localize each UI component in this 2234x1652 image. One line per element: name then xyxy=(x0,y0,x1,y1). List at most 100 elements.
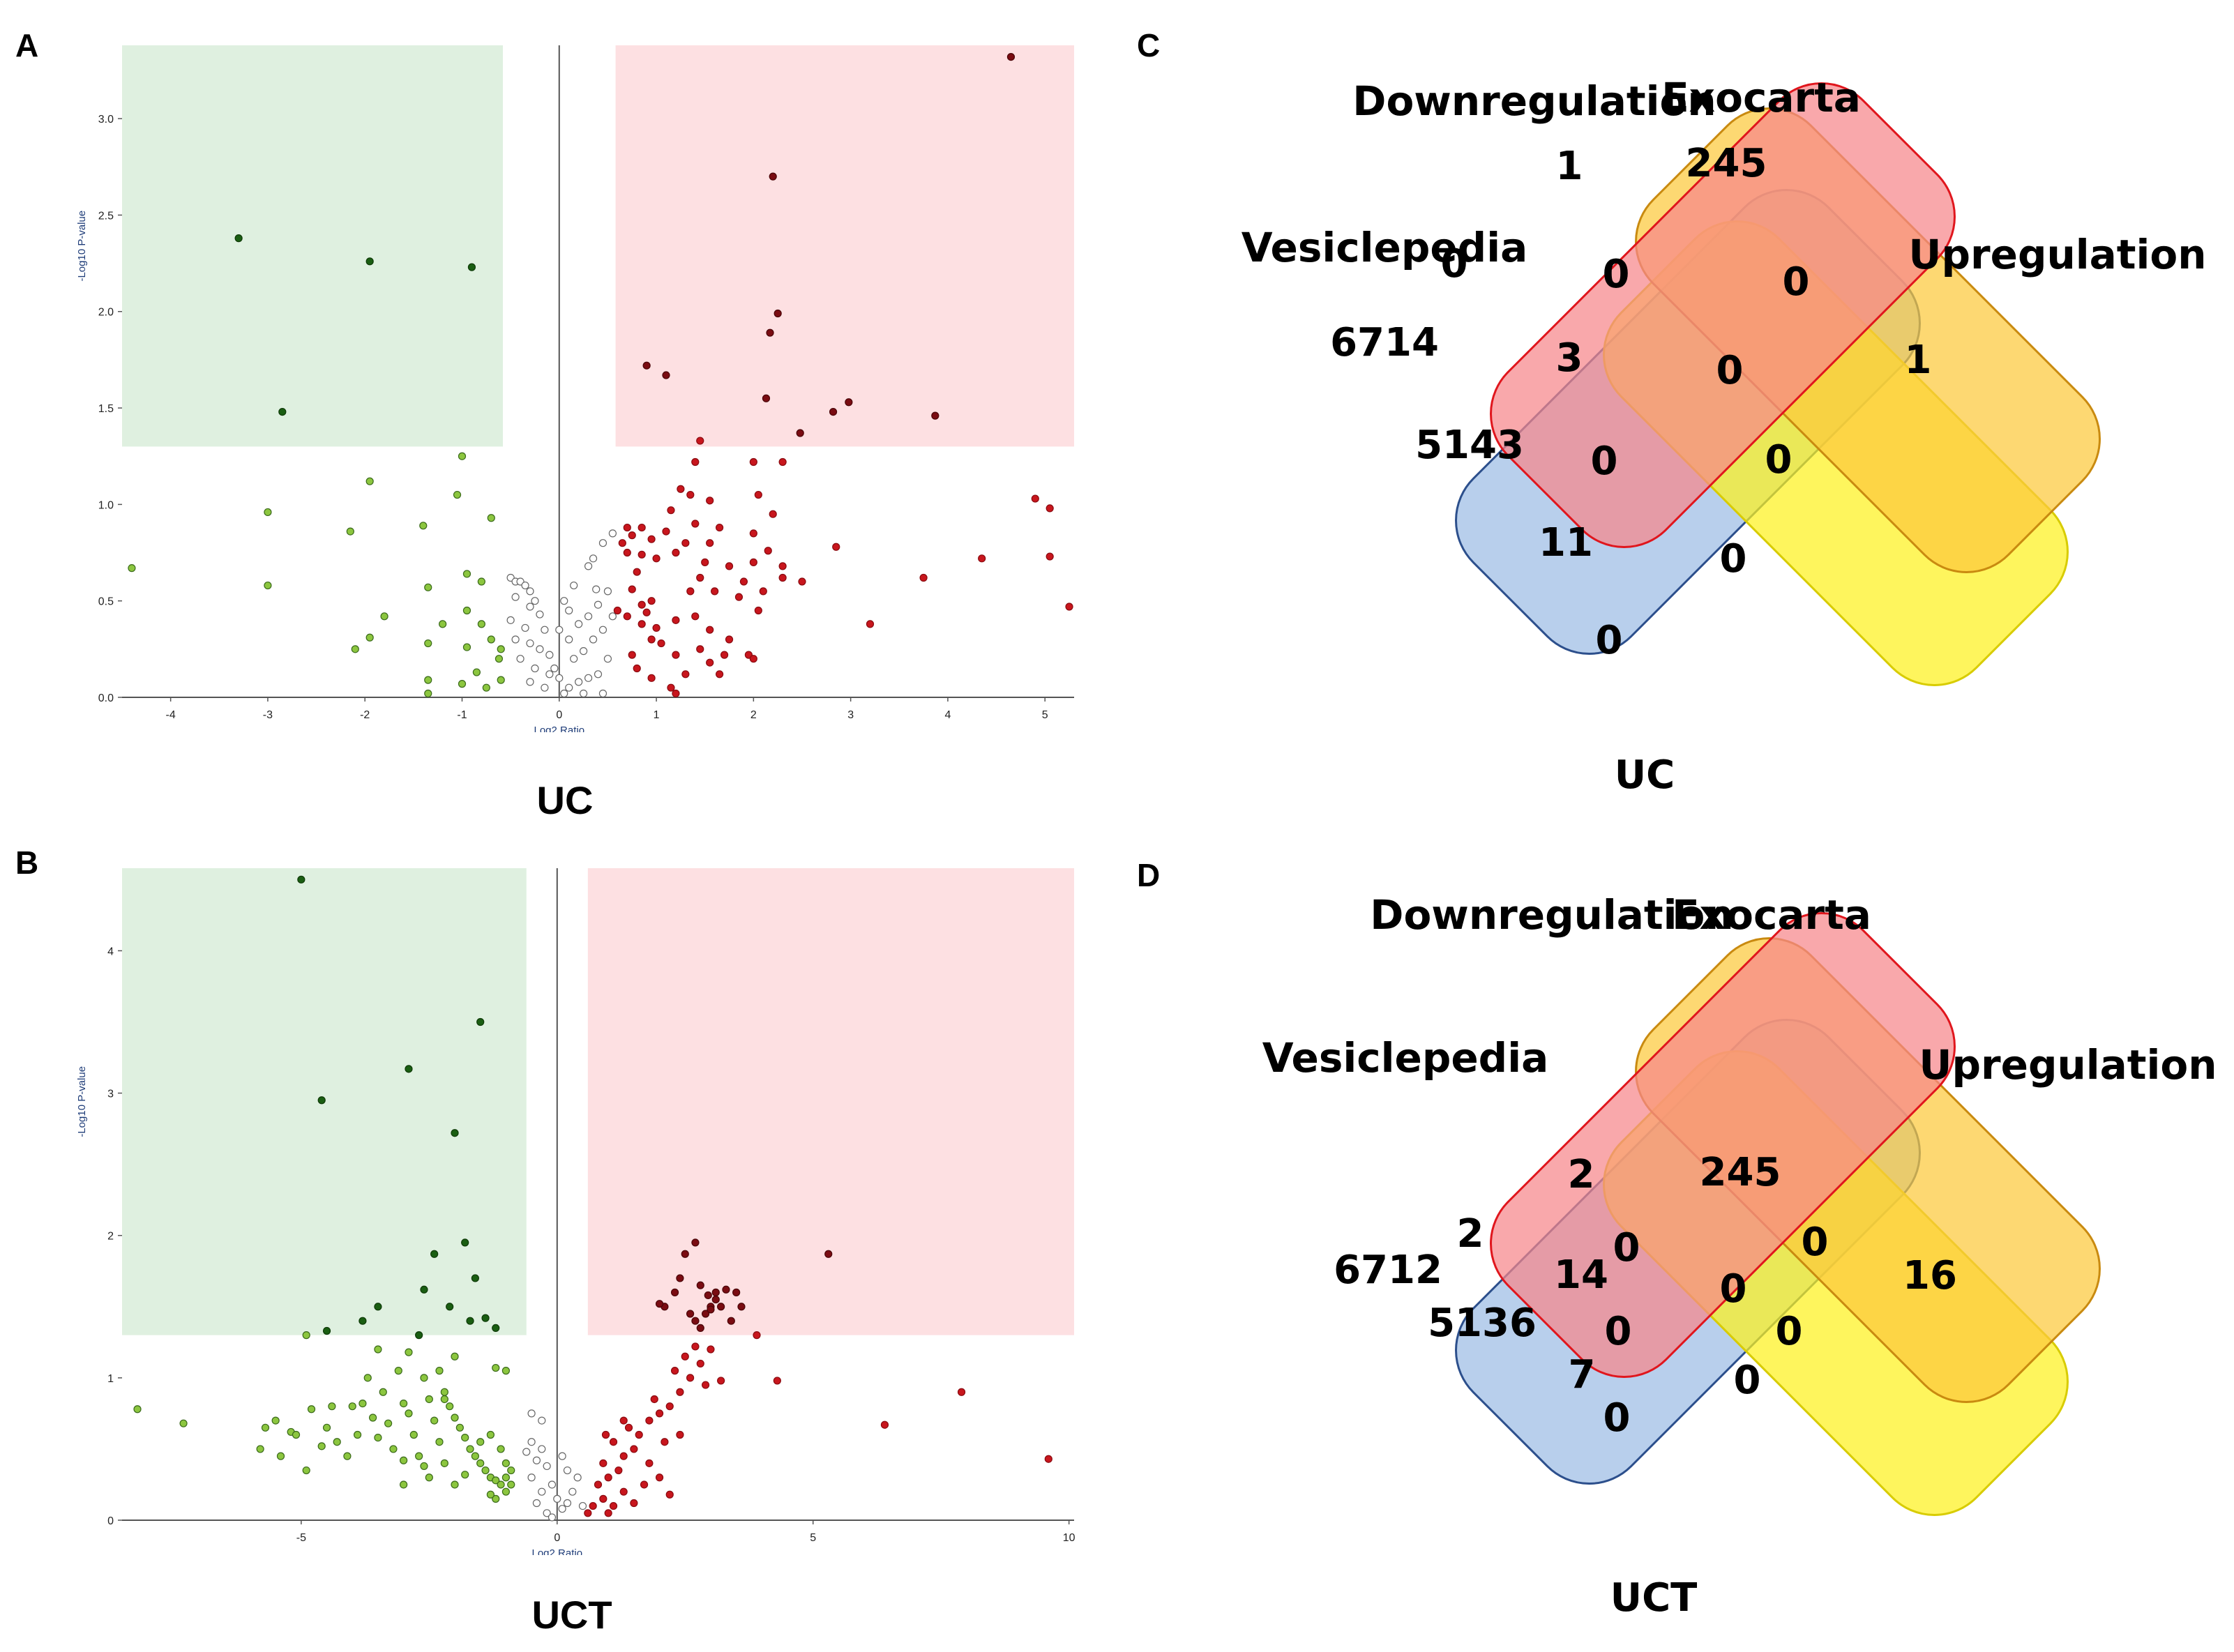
up-point xyxy=(647,674,656,682)
y-tick-label: 2.0 xyxy=(98,307,114,319)
neutral-point xyxy=(526,639,534,648)
neutral-point xyxy=(538,1487,546,1496)
significant-up-point xyxy=(691,1238,700,1247)
neutral-point xyxy=(511,635,520,644)
down-point xyxy=(486,1430,495,1439)
down-point xyxy=(365,633,374,642)
down-point xyxy=(425,1395,433,1404)
volcano-plot-uc: -4 -3 -2 -1 0 1 2 3 4 5 0.0 0.5 1.0 1.5 2.0 2.5 3.0 Log2 … xyxy=(76,45,1074,732)
down-point xyxy=(455,1423,464,1432)
up-point xyxy=(711,587,719,596)
down-point xyxy=(462,606,471,615)
up-point xyxy=(696,645,704,653)
y-tick-label: 0.0 xyxy=(98,692,114,704)
neutral-point xyxy=(545,670,554,679)
up-point xyxy=(672,548,680,557)
significant-up-point xyxy=(655,1300,664,1308)
down-point xyxy=(133,1405,142,1414)
down-point xyxy=(501,1367,511,1375)
neutral-point xyxy=(527,1473,536,1482)
significant-up-point xyxy=(676,1274,684,1282)
significant-up-point xyxy=(686,1310,695,1318)
significant-down-point xyxy=(476,1017,485,1026)
neutral-point xyxy=(589,635,598,644)
neutral-point xyxy=(563,1466,572,1475)
down-point xyxy=(451,1480,459,1489)
significant-up-point xyxy=(796,429,804,437)
down-point xyxy=(477,577,485,586)
x-tick-label: 2 xyxy=(750,709,757,721)
up-point xyxy=(957,1388,966,1396)
set-label-exocarta: Exocarta xyxy=(1661,74,1861,121)
neutral-point xyxy=(526,603,534,611)
up-point xyxy=(667,506,675,515)
up-point xyxy=(681,1352,689,1361)
up-point xyxy=(691,1342,700,1351)
down-point xyxy=(458,680,467,688)
down-point xyxy=(409,1430,418,1439)
up-point xyxy=(665,1402,674,1411)
significant-up-point xyxy=(662,371,670,379)
down-point xyxy=(351,645,359,653)
down-point xyxy=(430,1416,439,1425)
up-point xyxy=(647,535,656,543)
up-point xyxy=(676,1388,684,1396)
down-point xyxy=(302,1331,310,1340)
count-vde: 14 xyxy=(1554,1252,1608,1298)
up-point xyxy=(640,1480,649,1489)
significant-up-point xyxy=(696,1281,704,1289)
down-point xyxy=(420,1374,428,1382)
y-tick-label: 1 xyxy=(107,1373,114,1385)
up-point xyxy=(630,1499,638,1508)
down-point xyxy=(487,514,495,522)
count-vde: 3 xyxy=(1556,335,1583,381)
down-point xyxy=(424,639,432,648)
neutral-point xyxy=(511,593,520,601)
significant-down-point xyxy=(420,1285,428,1294)
up-point xyxy=(720,651,729,659)
neutral-point xyxy=(558,1452,566,1460)
up-point xyxy=(717,1377,725,1385)
up-point xyxy=(739,577,748,586)
x-tick-label: 0 xyxy=(556,709,562,721)
up-point xyxy=(701,558,709,566)
up-point xyxy=(866,620,875,628)
down-point xyxy=(497,1445,505,1453)
up-point xyxy=(672,689,680,698)
significant-up-point xyxy=(696,1324,704,1332)
significant-down-point xyxy=(322,1326,331,1335)
down-point xyxy=(302,1466,310,1475)
down-point xyxy=(389,1445,398,1453)
up-point xyxy=(778,562,787,570)
significant-down-point xyxy=(359,1317,367,1325)
up-point xyxy=(633,568,641,576)
up-point xyxy=(798,577,806,586)
down-point xyxy=(276,1452,285,1460)
neutral-point xyxy=(522,1448,531,1456)
up-point xyxy=(609,1501,618,1510)
down-point xyxy=(346,527,354,536)
significant-up-point xyxy=(722,1285,730,1294)
up-point xyxy=(637,550,646,559)
up-point xyxy=(667,683,675,692)
neutral-point xyxy=(506,616,515,624)
down-point xyxy=(466,1445,474,1453)
up-point xyxy=(749,558,757,566)
count-v_only: 6712 xyxy=(1334,1248,1442,1293)
count-v_only: 6714 xyxy=(1330,320,1439,365)
up-point xyxy=(832,543,840,551)
venn-caption: UC xyxy=(1615,752,1675,798)
neutral-point xyxy=(584,674,593,682)
neutral-point xyxy=(560,597,568,605)
up-point xyxy=(618,539,626,547)
down-point xyxy=(501,1473,511,1482)
down-point xyxy=(507,1466,515,1475)
significant-up-point xyxy=(773,309,782,318)
down-point xyxy=(492,1494,500,1503)
significant-down-point xyxy=(446,1303,454,1311)
up-point xyxy=(645,1459,654,1467)
up-point xyxy=(686,1374,695,1382)
down-regulated-region xyxy=(122,45,503,447)
neutral-point xyxy=(531,664,539,673)
significant-down-point xyxy=(430,1250,439,1258)
